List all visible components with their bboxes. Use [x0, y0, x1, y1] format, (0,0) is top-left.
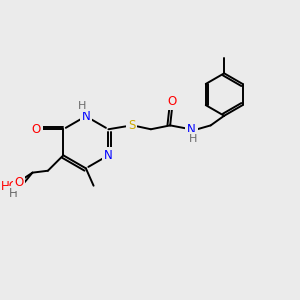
Text: H: H	[9, 188, 17, 200]
Text: N: N	[104, 149, 113, 162]
Text: O: O	[32, 123, 41, 136]
Text: HO: HO	[1, 180, 19, 193]
Text: H: H	[78, 100, 86, 111]
Text: S: S	[128, 119, 135, 132]
Text: N: N	[187, 123, 196, 136]
Text: O: O	[167, 95, 177, 108]
Text: O: O	[14, 176, 24, 189]
Text: H: H	[189, 134, 197, 144]
Text: N: N	[82, 110, 90, 123]
